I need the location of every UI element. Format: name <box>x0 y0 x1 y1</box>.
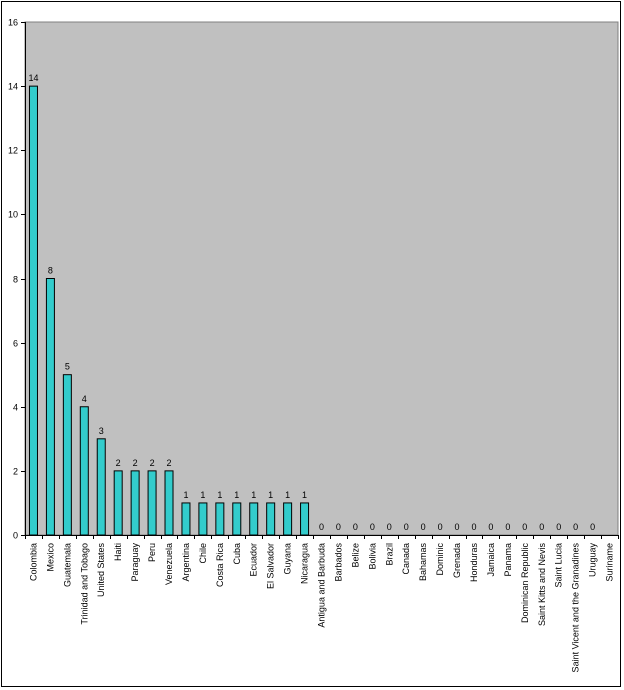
category-label: Cuba <box>232 543 242 565</box>
data-label: 0 <box>573 522 578 532</box>
category-label: Mexico <box>45 543 55 572</box>
data-label: 0 <box>421 522 426 532</box>
data-label: 8 <box>48 266 53 276</box>
category-label: Guatemala <box>62 543 72 587</box>
bar-ecuador <box>249 502 259 536</box>
bar-paraguay <box>130 470 140 536</box>
category-label: United States <box>96 543 106 598</box>
category-label: Trinidad and Tobago <box>79 543 89 625</box>
bar-mexico <box>45 278 55 536</box>
bar-chile <box>198 502 208 536</box>
bar-el-salvador <box>266 502 276 536</box>
data-label: 0 <box>590 522 595 532</box>
category-label: Dominic <box>435 543 445 576</box>
category-label: Dominican Republic <box>520 543 530 624</box>
category-label: Paraguay <box>130 543 140 582</box>
data-label: 0 <box>404 522 409 532</box>
category-label: El Salvador <box>266 543 276 589</box>
data-label: 0 <box>556 522 561 532</box>
bar-cuba <box>232 502 242 536</box>
y-tick-label: 12 <box>8 146 18 156</box>
data-label: 0 <box>539 522 544 532</box>
category-label: Panama <box>503 543 513 577</box>
data-label: 2 <box>150 458 155 468</box>
category-label: Chile <box>198 543 208 564</box>
data-label: 1 <box>251 490 256 500</box>
data-label: 1 <box>183 490 188 500</box>
y-tick-label: 0 <box>13 531 18 541</box>
y-tick-label: 6 <box>13 339 18 349</box>
bar-venezuela <box>164 470 174 536</box>
data-label: 0 <box>370 522 375 532</box>
data-label: 1 <box>302 490 307 500</box>
y-tick-label: 4 <box>13 403 18 413</box>
data-label: 0 <box>319 522 324 532</box>
category-label: Honduras <box>469 543 479 583</box>
category-label: Grenada <box>452 543 462 578</box>
data-label: 0 <box>455 522 460 532</box>
data-label: 0 <box>438 522 443 532</box>
data-label: 0 <box>488 522 493 532</box>
y-tick-label: 10 <box>8 210 18 220</box>
plot-area <box>24 21 619 536</box>
category-label: Barbados <box>333 543 343 582</box>
data-label: 0 <box>387 522 392 532</box>
category-label: Saint Vicent and the Granadines <box>571 543 581 673</box>
category-label: Belize <box>350 543 360 568</box>
data-label: 1 <box>234 490 239 500</box>
category-label: Costa Rica <box>215 543 225 587</box>
category-label: Antigua and Barbuda <box>317 543 327 628</box>
category-label: Saint Lucia <box>554 543 564 588</box>
data-label: 3 <box>99 426 104 436</box>
data-label: 0 <box>353 522 358 532</box>
category-label: Canada <box>401 543 411 575</box>
category-label: Argentina <box>181 543 191 582</box>
y-tick-label: 8 <box>13 275 18 285</box>
data-label: 14 <box>28 73 38 83</box>
category-label: Guyana <box>283 543 293 575</box>
y-tick-label: 14 <box>8 82 18 92</box>
data-label: 1 <box>200 490 205 500</box>
data-label: 5 <box>65 362 70 372</box>
category-label: Suriname <box>605 543 615 582</box>
data-label: 0 <box>471 522 476 532</box>
data-label: 1 <box>217 490 222 500</box>
category-label: Jamaica <box>486 543 496 577</box>
bar-haiti <box>113 470 123 536</box>
bar-guyana <box>283 502 293 536</box>
data-label: 1 <box>268 490 273 500</box>
data-label: 1 <box>285 490 290 500</box>
bar-guatemala <box>62 374 72 536</box>
bar-trinidad-and-tobago <box>79 406 89 536</box>
data-label: 2 <box>167 458 172 468</box>
category-label: Nicaragua <box>300 543 310 584</box>
category-label: Bolivia <box>367 543 377 570</box>
data-label: 0 <box>522 522 527 532</box>
data-label: 0 <box>336 522 341 532</box>
data-label: 0 <box>505 522 510 532</box>
category-label: Uruguay <box>588 543 598 578</box>
bar-argentina <box>181 502 191 536</box>
category-label: Haiti <box>113 543 123 561</box>
bar-peru <box>147 470 157 536</box>
category-label: Venezuela <box>164 543 174 585</box>
bar-colombia <box>28 85 38 536</box>
category-label: Colombia <box>28 543 38 581</box>
y-tick-label: 16 <box>8 18 18 28</box>
category-label: Peru <box>147 543 157 562</box>
data-label: 4 <box>82 394 87 404</box>
y-tick-label: 2 <box>13 467 18 477</box>
bar-united-states <box>96 438 106 536</box>
data-label: 2 <box>116 458 121 468</box>
bar-nicaragua <box>300 502 310 536</box>
category-label: Ecuador <box>249 543 259 577</box>
data-label: 2 <box>133 458 138 468</box>
category-label: Saint Kitts and Nevis <box>537 543 547 627</box>
bar-costa-rica <box>215 502 225 536</box>
category-label: Bahamas <box>418 543 428 582</box>
category-label: Brazil <box>384 543 394 566</box>
